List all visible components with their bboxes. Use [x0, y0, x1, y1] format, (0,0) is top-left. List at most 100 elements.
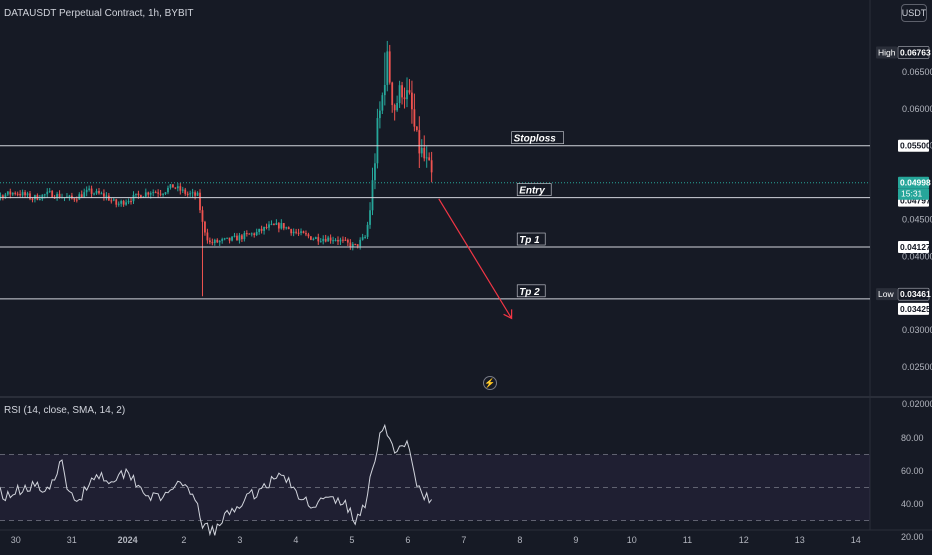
- rsi-tick-label: 60.00: [901, 466, 924, 476]
- rsi-series: [0, 423, 870, 537]
- candle-body: [41, 194, 44, 199]
- time-tick-label: 30: [11, 535, 21, 545]
- rsi-indicator-title[interactable]: RSI (14, close, SMA, 14, 2): [4, 405, 126, 416]
- candle-body: [396, 103, 399, 111]
- candle-body: [305, 233, 307, 235]
- candle-body: [371, 180, 374, 211]
- candle-body: [159, 193, 162, 195]
- candle-body: [16, 193, 19, 195]
- candle-body: [147, 192, 150, 195]
- level-label: Tp 2: [519, 287, 540, 298]
- candle-body: [327, 237, 330, 242]
- projection-arrowhead: [503, 309, 513, 320]
- rsi-line: [0, 423, 433, 537]
- price-tag-value: 0.03425: [900, 304, 931, 314]
- price-tick-label: 0.03000: [902, 325, 932, 335]
- low-price-tag: 0.03461 Low: [876, 287, 931, 301]
- time-tick-label: 9: [573, 535, 578, 545]
- candle-body: [359, 239, 362, 247]
- candle-body: [149, 193, 152, 195]
- candle-body: [135, 193, 137, 195]
- candle-body: [201, 210, 204, 222]
- candle-body: [110, 200, 113, 202]
- candle-body: [181, 189, 184, 191]
- candle-body: [418, 130, 421, 154]
- candle-body: [342, 239, 344, 241]
- candle-body: [1, 195, 4, 199]
- time-tick-label: 12: [739, 535, 749, 545]
- candle-body: [70, 195, 73, 199]
- tp2-price-tag: 0.03425: [898, 302, 931, 315]
- candle-body: [218, 240, 221, 243]
- candle-body: [4, 194, 7, 199]
- candle-body: [213, 239, 216, 244]
- candle-body: [208, 240, 211, 243]
- price-tick-label: 0.02000: [902, 399, 932, 409]
- price-tag-box: [898, 139, 929, 152]
- candle-body: [233, 235, 236, 237]
- candle-body: [413, 109, 416, 127]
- price-tag-caption-box: [876, 46, 897, 59]
- time-tick-label: 11: [683, 535, 692, 545]
- candle-body: [117, 203, 120, 205]
- candle-body: [211, 242, 214, 244]
- candle-body: [287, 227, 290, 230]
- price-tag-box: [897, 46, 930, 59]
- candle-body: [401, 85, 403, 98]
- candle-body: [285, 227, 288, 229]
- candle-body: [292, 231, 295, 234]
- time-tick-label: 5: [349, 535, 354, 545]
- price-tag-caption: High: [878, 47, 896, 57]
- candle-body: [43, 194, 46, 196]
- price-tick-label: 0.06000: [902, 104, 932, 114]
- candle-body: [216, 239, 219, 243]
- candle-body: [31, 198, 34, 200]
- rsi-tick-label: 20.00: [901, 532, 924, 542]
- candle-body: [80, 194, 83, 198]
- candle-body: [29, 193, 31, 199]
- candle-body: [120, 201, 123, 204]
- candle-body: [206, 232, 209, 241]
- price-tag-caption-box: [876, 288, 897, 301]
- flash-icon[interactable]: ⚡: [483, 376, 497, 390]
- candle-body: [307, 234, 310, 237]
- candle-body: [38, 198, 41, 200]
- candle-body: [381, 95, 384, 111]
- candle-body: [46, 191, 49, 195]
- price-tag-box: [898, 302, 929, 315]
- candle-body: [196, 192, 199, 196]
- candle-body: [300, 231, 302, 233]
- candle-body: [275, 223, 278, 225]
- price-tag-box: [897, 287, 930, 301]
- candle-body: [403, 97, 406, 100]
- price-tag-value: 0.05500: [900, 141, 931, 151]
- candle-body: [174, 187, 177, 189]
- price-tag-value: 0.04998: [900, 178, 931, 188]
- price-tag-value: 0.06763: [900, 47, 931, 57]
- candle-body: [282, 223, 285, 229]
- candle-body: [90, 188, 93, 194]
- price-tick-label: 0.06500: [902, 67, 932, 77]
- candle-body: [14, 192, 17, 194]
- candle-body: [411, 92, 413, 110]
- candle-body: [329, 237, 332, 241]
- currency-button[interactable]: USDT: [901, 4, 927, 22]
- candle-body: [277, 223, 280, 229]
- candle-body: [191, 192, 194, 194]
- candle-body: [24, 192, 26, 196]
- candle-body: [137, 193, 140, 196]
- price-tag-value: 0.03461: [900, 289, 931, 299]
- candle-body: [425, 157, 428, 159]
- candle-body: [85, 189, 88, 193]
- candle-body: [428, 157, 431, 161]
- candle-body: [423, 148, 426, 159]
- price-tick-label: 0.02500: [902, 362, 932, 372]
- candle-body: [93, 193, 95, 195]
- candle-body: [322, 238, 325, 242]
- candle-body: [172, 184, 174, 188]
- candle-body: [258, 228, 261, 232]
- candle-body: [26, 193, 29, 196]
- candle-body: [6, 191, 9, 195]
